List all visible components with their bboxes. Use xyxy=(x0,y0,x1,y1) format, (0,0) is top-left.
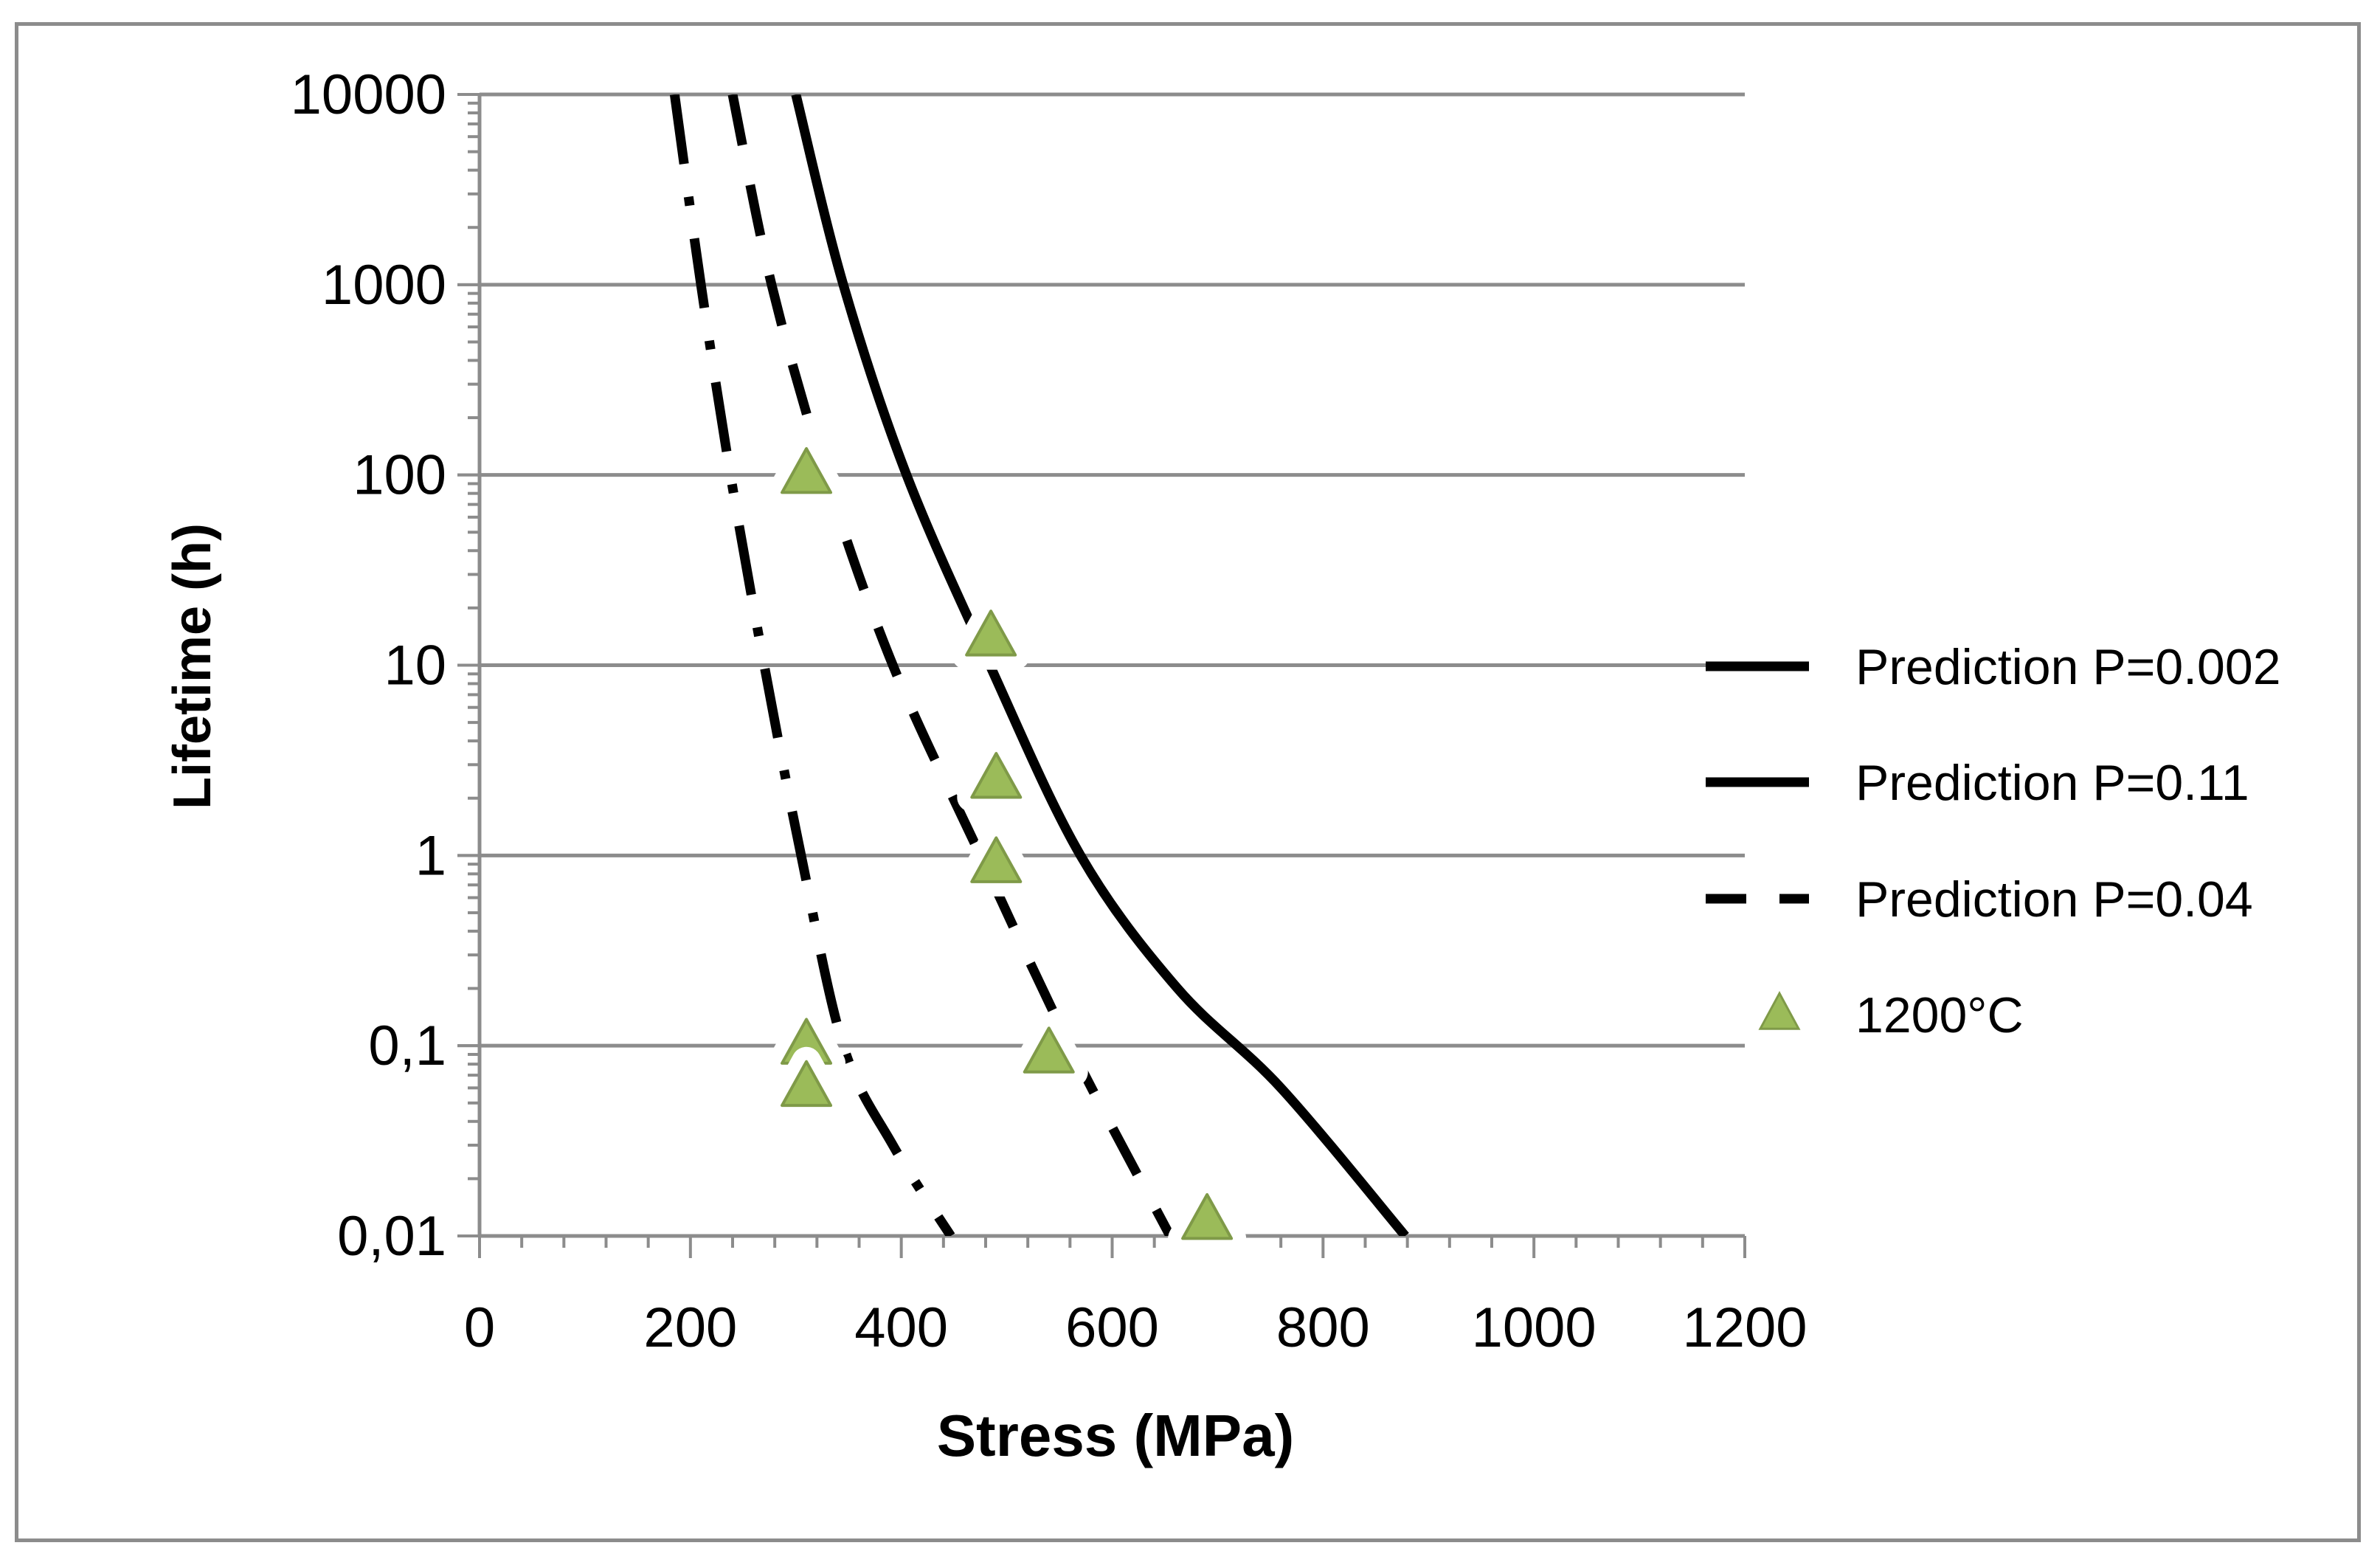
legend-label: Prediction P=0.11 xyxy=(1855,755,2249,811)
y-tick-label: 1 xyxy=(415,824,446,887)
data-point-triangle xyxy=(965,609,1017,657)
legend-label: Prediction P=0.04 xyxy=(1855,871,2253,928)
x-tick-label: 1000 xyxy=(1472,1296,1597,1359)
series-line-prediction-p-0-002 xyxy=(669,94,955,1236)
tick-labels: 0 200 400 600 800 1000 1200 0,01 0,1 1 10 100 1000 10… xyxy=(291,63,1808,1359)
y-tick-label: 0,1 xyxy=(368,1015,446,1077)
x-tick-label: 600 xyxy=(1065,1296,1159,1359)
gridlines xyxy=(480,92,1745,1048)
data-point-triangle xyxy=(781,447,833,494)
series-layer xyxy=(669,94,1409,1254)
x-tick-label: 1200 xyxy=(1682,1296,1807,1359)
data-point-triangle xyxy=(781,1060,833,1108)
legend-label: 1200°C xyxy=(1855,987,2024,1043)
legend: Prediction P=0.002 Prediction P=0.11 Predi… xyxy=(1706,639,2281,1043)
y-tick-label: 10000 xyxy=(291,63,446,126)
legend-label: Prediction P=0.002 xyxy=(1855,639,2281,695)
x-axis-label: Stress (MPa) xyxy=(937,1403,1295,1468)
x-tick-label: 200 xyxy=(643,1296,737,1359)
x-tick-label: 800 xyxy=(1276,1296,1370,1359)
chart-frame xyxy=(15,22,2361,1542)
data-point-triangle xyxy=(1023,1026,1075,1074)
series-line-prediction-p-0-11 xyxy=(791,94,1409,1236)
y-tick-label: 100 xyxy=(353,444,446,507)
y-axis-label: Lifetime (h) xyxy=(163,523,222,809)
x-tick-label: 0 xyxy=(464,1296,495,1359)
data-point-triangle xyxy=(970,752,1023,799)
series-line-prediction-p-0-04 xyxy=(727,94,1175,1236)
y-tick-label: 1000 xyxy=(322,254,446,317)
y-tick-label: 0,01 xyxy=(337,1205,446,1268)
y-tick-label: 10 xyxy=(384,635,446,697)
x-tick-label: 400 xyxy=(854,1296,948,1359)
data-point-triangle xyxy=(970,836,1023,883)
legend-marker-triangle xyxy=(1758,991,1801,1030)
data-point-triangle xyxy=(1181,1192,1234,1240)
axes xyxy=(457,93,1746,1258)
